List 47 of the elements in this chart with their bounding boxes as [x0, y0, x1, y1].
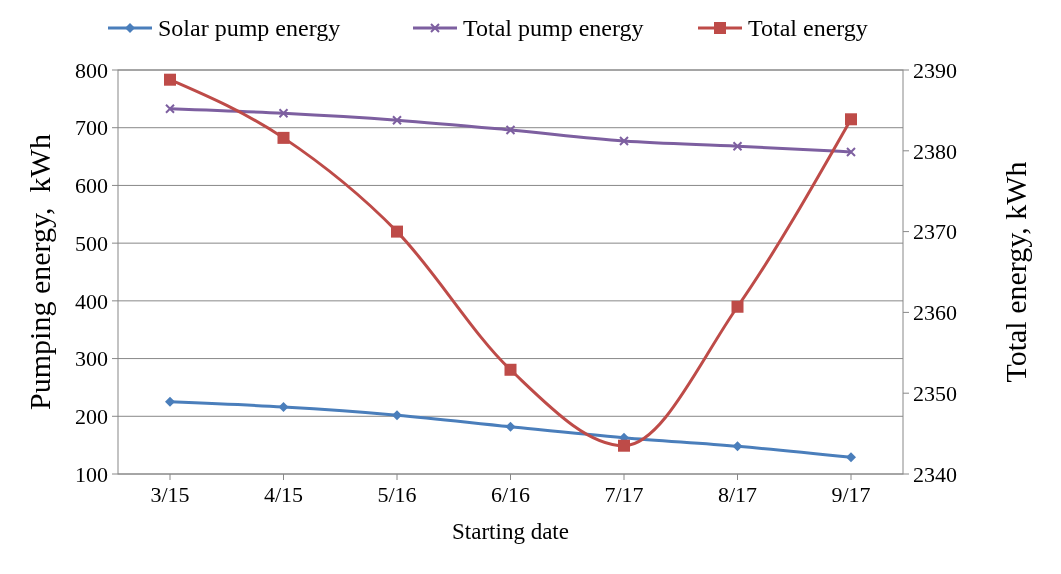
point	[505, 421, 516, 432]
point	[618, 439, 630, 452]
legend-label: Solar pump energy	[158, 15, 341, 42]
y2-tick-label: 2380	[913, 138, 957, 164]
y-tick-label: 500	[75, 230, 108, 256]
point	[278, 402, 289, 413]
point	[505, 125, 516, 136]
point	[277, 131, 290, 144]
y-tick-label: 600	[75, 173, 108, 199]
y-tick-label: 800	[75, 57, 108, 83]
x-tick-label: 4/15	[263, 482, 304, 507]
point	[164, 73, 176, 86]
x-tick-label: 9/17	[831, 482, 871, 507]
point	[732, 141, 743, 152]
point	[504, 363, 517, 376]
y2-tick-label: 2360	[913, 300, 957, 326]
y-tick-label: 200	[75, 403, 108, 429]
point	[846, 146, 856, 157]
x-tick-label: 3/15	[150, 482, 190, 507]
point	[732, 441, 743, 452]
y2-tick-label: 2390	[913, 57, 957, 83]
y2-tick-label: 2350	[913, 380, 957, 406]
point	[165, 396, 175, 407]
x-axis-title: Starting date	[452, 519, 569, 544]
y-tick-label: 100	[75, 461, 108, 487]
x-tick-label: 8/17	[717, 482, 758, 507]
x-tick-label: 7/17	[604, 482, 644, 507]
point	[392, 115, 402, 126]
y-tick-label: 400	[75, 288, 108, 314]
y2-axis-title: Total energy, kWh	[999, 161, 1032, 383]
point	[731, 300, 744, 313]
y2-tick-label: 2340	[913, 461, 957, 487]
point	[165, 103, 175, 114]
point	[391, 225, 403, 238]
y-tick-label: 700	[75, 115, 108, 141]
point	[392, 410, 402, 421]
legend-label: Total pump energy	[463, 15, 644, 42]
legend-label: Total energy	[748, 15, 868, 42]
y2-tick-label: 2370	[913, 219, 957, 245]
x-tick-label: 5/16	[377, 482, 417, 507]
point	[846, 452, 856, 463]
point	[278, 108, 289, 119]
point	[845, 113, 857, 126]
y-axis-title: Pumping energy, kWh	[23, 134, 56, 410]
x-tick-label: 6/16	[490, 482, 531, 507]
y-tick-label: 300	[75, 346, 108, 372]
point	[619, 135, 629, 146]
